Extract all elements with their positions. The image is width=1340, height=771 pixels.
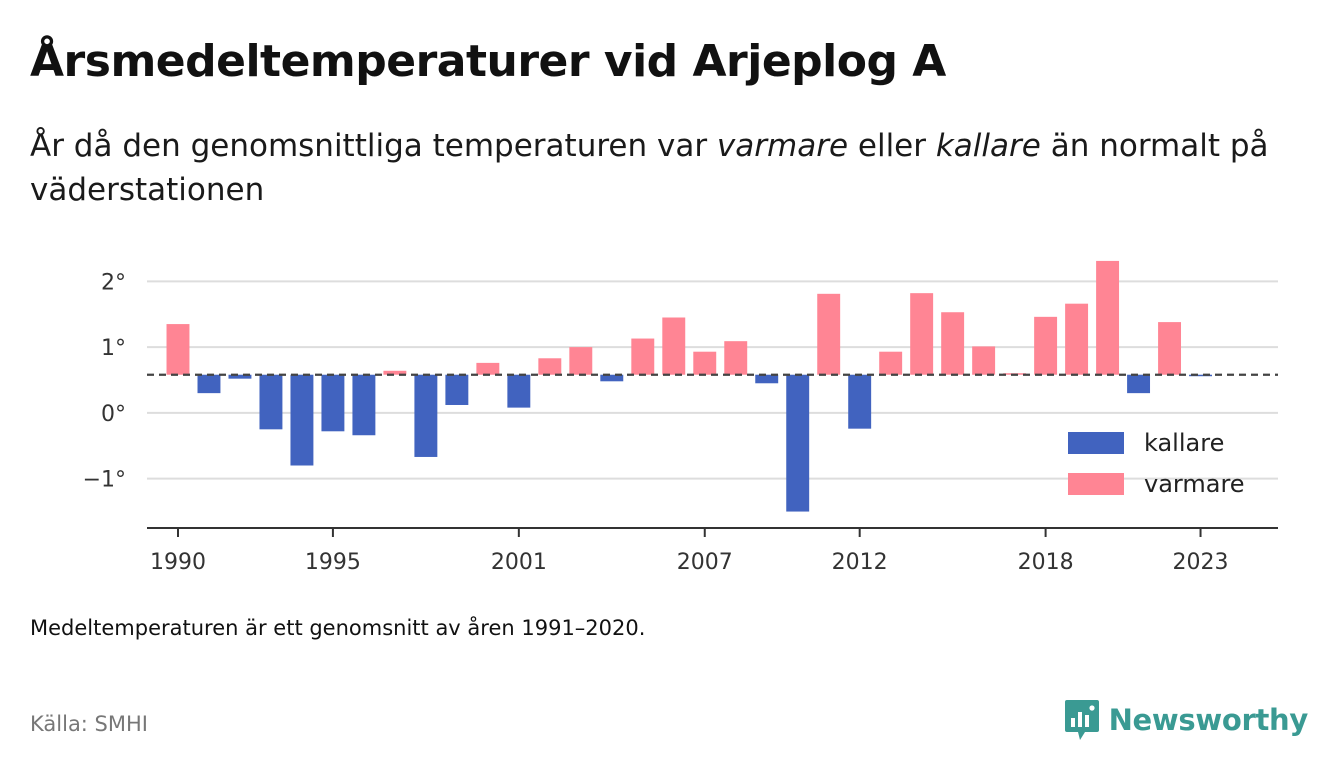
bar-2012 bbox=[848, 374, 872, 429]
bar-2004 bbox=[600, 374, 624, 382]
x-tick-label: 2018 bbox=[1018, 550, 1074, 575]
y-axis-ticks: 2° 1° 0° −1° bbox=[83, 270, 126, 492]
subtitle-warmer-word: varmare bbox=[716, 128, 849, 164]
bar-1991 bbox=[197, 374, 221, 394]
x-axis-ticks: 1990 1995 2001 2007 2012 2018 2023 bbox=[150, 528, 1229, 575]
y-tick-label: 2° bbox=[101, 270, 126, 295]
bar-2010 bbox=[786, 374, 810, 512]
brand-name: Newsworthy bbox=[1108, 703, 1309, 737]
bar-2022 bbox=[1158, 322, 1182, 375]
bar-2005 bbox=[631, 338, 655, 375]
bar-2009 bbox=[755, 374, 779, 384]
bar-2018 bbox=[1034, 316, 1058, 375]
subtitle-text-3: än normalt på väderstationen bbox=[30, 128, 1269, 208]
y-tick-label: 0° bbox=[101, 402, 126, 427]
bar-2001 bbox=[507, 374, 531, 408]
bar-1994 bbox=[290, 374, 314, 466]
bar-2008 bbox=[724, 341, 748, 375]
newsworthy-logo-icon bbox=[1064, 700, 1099, 740]
legend: kallare varmare bbox=[1068, 429, 1245, 498]
legend-swatch-varmare bbox=[1068, 473, 1124, 495]
bar-1990 bbox=[166, 324, 190, 375]
bar-2002 bbox=[538, 358, 562, 375]
brand-logo: Newsworthy bbox=[1063, 698, 1308, 742]
legend-swatch-kallare bbox=[1068, 432, 1124, 454]
bar-chart: 2° 1° 0° −1° 1990 1995 2001 2007 2012 2018 2023 k… bbox=[83, 260, 1278, 575]
legend-label-kallare: kallare bbox=[1144, 429, 1224, 457]
source-label: Källa: SMHI bbox=[30, 712, 148, 736]
subtitle-text-1: År då den genomsnittliga temperaturen va… bbox=[30, 128, 717, 164]
bar-2023 bbox=[1189, 374, 1212, 377]
bar-1993 bbox=[259, 374, 283, 430]
bar-1999 bbox=[445, 374, 469, 405]
bar-2013 bbox=[879, 351, 903, 375]
chart-subtitle: År då den genomsnittliga temperaturen va… bbox=[30, 124, 1300, 212]
bar-1995 bbox=[321, 374, 345, 432]
bars bbox=[166, 260, 1212, 512]
bar-2014 bbox=[910, 293, 934, 375]
bar-2021 bbox=[1127, 374, 1151, 394]
x-tick-label: 2012 bbox=[832, 550, 888, 575]
subtitle-colder-word: kallare bbox=[935, 128, 1041, 164]
bar-2019 bbox=[1065, 303, 1089, 375]
chart-title: Årsmedeltemperaturer vid Arjeplog A bbox=[30, 36, 946, 87]
x-tick-label: 1990 bbox=[150, 550, 206, 575]
bar-1992 bbox=[228, 374, 252, 379]
bar-2000 bbox=[476, 362, 500, 375]
x-tick-label: 2007 bbox=[677, 550, 733, 575]
x-tick-label: 2001 bbox=[491, 550, 547, 575]
bar-1997 bbox=[383, 370, 407, 375]
bar-2020 bbox=[1096, 260, 1120, 375]
bar-2016 bbox=[972, 346, 996, 375]
legend-label-varmare: varmare bbox=[1144, 470, 1245, 498]
x-tick-label: 2023 bbox=[1173, 550, 1229, 575]
bar-2006 bbox=[662, 317, 686, 375]
bar-2011 bbox=[817, 293, 841, 375]
subtitle-text-2: eller bbox=[848, 128, 936, 164]
y-tick-label: 1° bbox=[101, 336, 126, 361]
bar-2003 bbox=[569, 347, 593, 375]
bar-2015 bbox=[941, 312, 965, 375]
x-tick-label: 1995 bbox=[305, 550, 361, 575]
bar-1998 bbox=[414, 374, 438, 457]
y-tick-label: −1° bbox=[83, 468, 126, 493]
bar-2007 bbox=[693, 351, 717, 375]
bar-1996 bbox=[352, 374, 376, 436]
footnote: Medeltemperaturen är ett genomsnitt av å… bbox=[30, 616, 646, 640]
